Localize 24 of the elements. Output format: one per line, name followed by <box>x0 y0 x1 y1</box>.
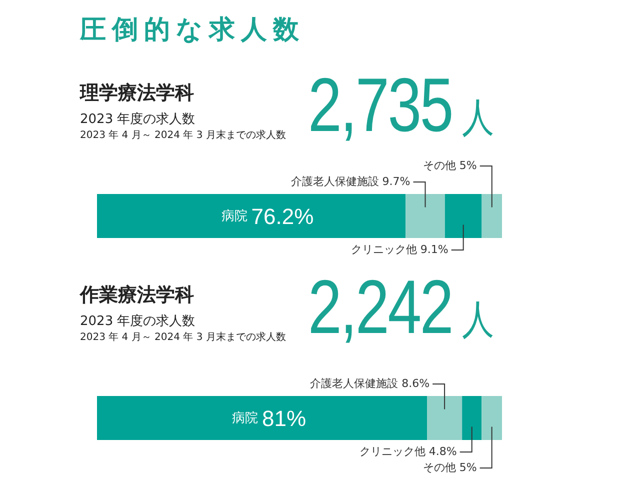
chart-title: 作業療法学科 <box>80 283 194 308</box>
chart-subtitle: 2023 年度の求人数 <box>80 111 196 128</box>
bar <box>97 194 406 238</box>
text: 介護老人保健施設 8.6% <box>310 377 430 390</box>
text: クリニック他 9.1% <box>350 243 448 256</box>
bar <box>406 194 445 238</box>
chart-subtitle: 2023 年度の求人数 <box>80 313 196 330</box>
bar <box>482 194 502 238</box>
text: その他 5% <box>422 461 477 474</box>
data-label: 76.2% <box>251 204 314 229</box>
series-label: 病院 <box>232 411 258 426</box>
text: クリニック他 4.8% <box>359 445 457 458</box>
text: 介護老人保健施設 9.7% <box>290 175 410 188</box>
bar <box>444 194 482 238</box>
text: 圧倒的な求人数 <box>80 14 305 47</box>
bar <box>462 396 482 440</box>
series-label: 病院 <box>221 209 248 224</box>
chart-title: 理学療法学科 <box>80 81 194 106</box>
text: その他 5% <box>422 159 477 172</box>
bar <box>427 396 462 440</box>
text: 2023 年 4 月～ 2024 年 3 月末までの求人数 <box>80 128 286 142</box>
text: 2023 年 4 月～ 2024 年 3 月末までの求人数 <box>80 330 286 344</box>
bar <box>482 396 502 440</box>
data-label: 81% <box>262 406 306 431</box>
